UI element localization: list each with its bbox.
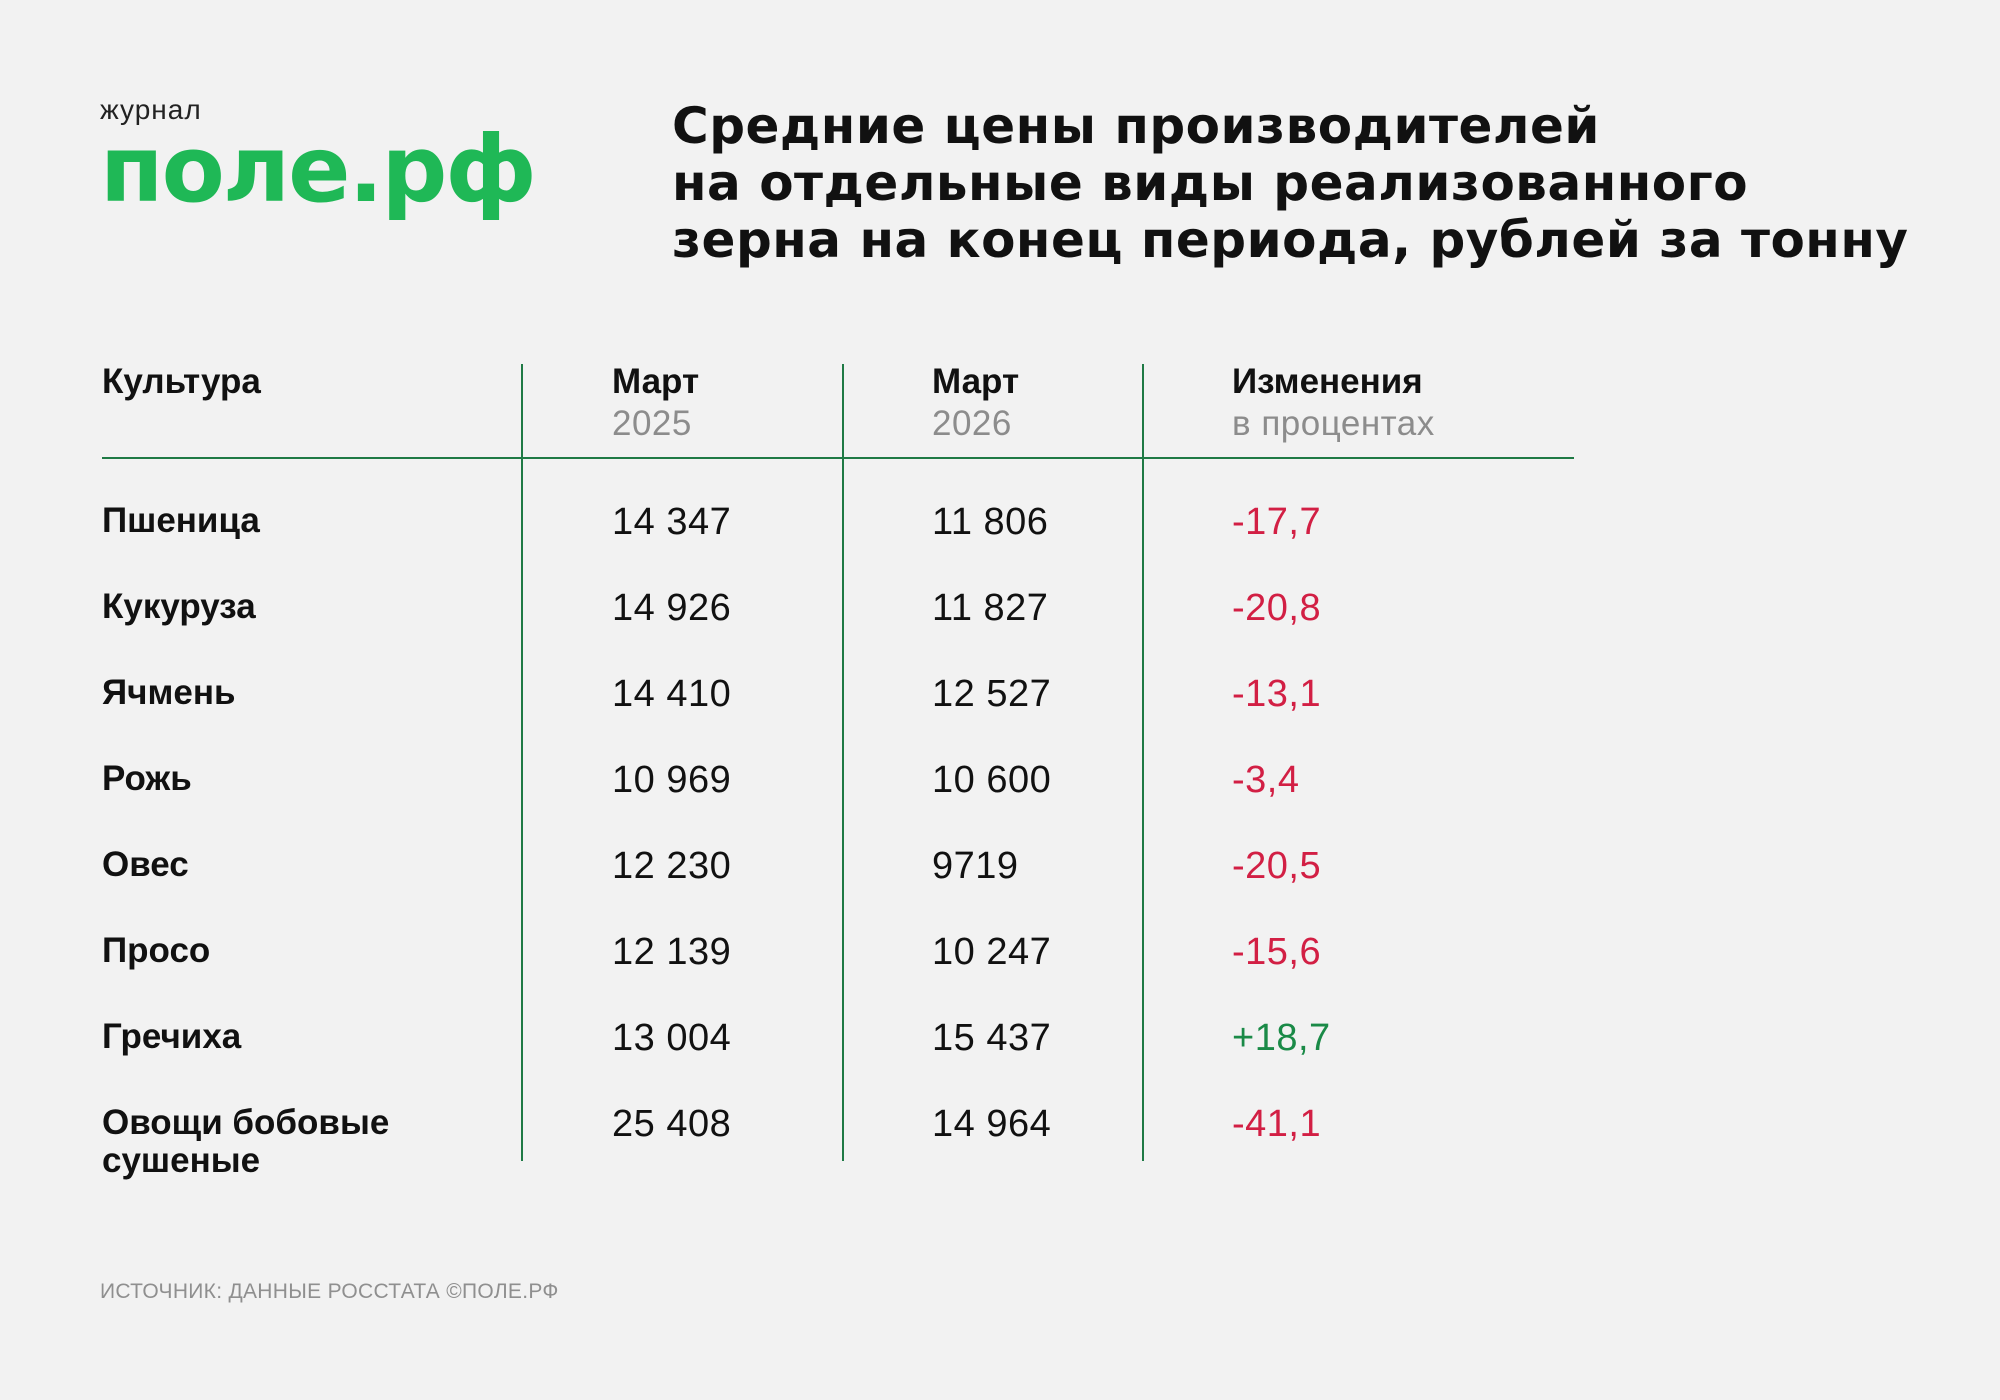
price-2025: 14 410 xyxy=(612,673,732,715)
change-percent: -20,8 xyxy=(1232,587,1322,629)
title-line: Средние цены производителей xyxy=(672,97,1600,155)
crop-name: Овес xyxy=(102,845,189,884)
price-2025: 12 139 xyxy=(612,931,732,973)
price-2026: 15 437 xyxy=(932,1017,1052,1059)
header-change: Изменения xyxy=(1232,362,1423,401)
crop-name: Кукуруза xyxy=(102,587,256,626)
change-percent: -41,1 xyxy=(1232,1103,1322,1145)
source-note: ИСТОЧНИК: ДАННЫЕ РОССТАТА ©ПОЛЕ.РФ xyxy=(100,1280,559,1303)
change-percent: -20,5 xyxy=(1232,845,1322,887)
column-divider xyxy=(842,364,844,1161)
price-2025: 25 408 xyxy=(612,1103,732,1145)
price-2026: 14 964 xyxy=(932,1103,1052,1145)
change-percent: -3,4 xyxy=(1232,759,1300,801)
price-2026: 10 600 xyxy=(932,759,1052,801)
crop-name: Пшеница xyxy=(102,501,260,540)
logo: журнал поле.рф xyxy=(100,96,540,216)
crop-name: Гречиха xyxy=(102,1017,242,1056)
logo-caption: журнал xyxy=(100,94,202,125)
price-2026: 12 527 xyxy=(932,673,1052,715)
header-2026: Март xyxy=(932,362,1020,401)
change-percent: -13,1 xyxy=(1232,673,1322,715)
price-2026: 11 806 xyxy=(932,501,1049,543)
price-2025: 14 347 xyxy=(612,501,732,543)
price-2025: 10 969 xyxy=(612,759,732,801)
price-2025: 14 926 xyxy=(612,587,732,629)
price-2026: 10 247 xyxy=(932,931,1052,973)
header-change-unit: в процентах xyxy=(1232,404,1435,443)
header-2025-year: 2025 xyxy=(612,404,692,443)
column-divider xyxy=(521,364,523,1161)
header-2026-year: 2026 xyxy=(932,404,1012,443)
header-divider xyxy=(102,457,1574,459)
price-2025: 12 230 xyxy=(612,845,732,887)
price-2026: 9719 xyxy=(932,845,1019,887)
price-2026: 11 827 xyxy=(932,587,1049,629)
crop-name: Ячмень xyxy=(102,673,236,712)
change-percent: -17,7 xyxy=(1232,501,1322,543)
price-2025: 13 004 xyxy=(612,1017,732,1059)
crop-name: Овощи бобовые сушеные xyxy=(102,1103,390,1180)
header-2025: Март xyxy=(612,362,700,401)
change-percent: +18,7 xyxy=(1232,1017,1331,1059)
column-divider xyxy=(1142,364,1144,1161)
page-title: Средние цены производителей на отдельные… xyxy=(672,98,1972,269)
crop-name: Рожь xyxy=(102,759,192,798)
logo-wordmark: поле.рф xyxy=(100,116,537,223)
title-line: на отдельные виды реализованного xyxy=(672,154,1749,212)
title-line: зерна на конец периода, рублей за тонну xyxy=(672,211,1909,269)
crop-name: Просо xyxy=(102,931,211,970)
header-crop: Культура xyxy=(102,362,261,401)
change-percent: -15,6 xyxy=(1232,931,1322,973)
